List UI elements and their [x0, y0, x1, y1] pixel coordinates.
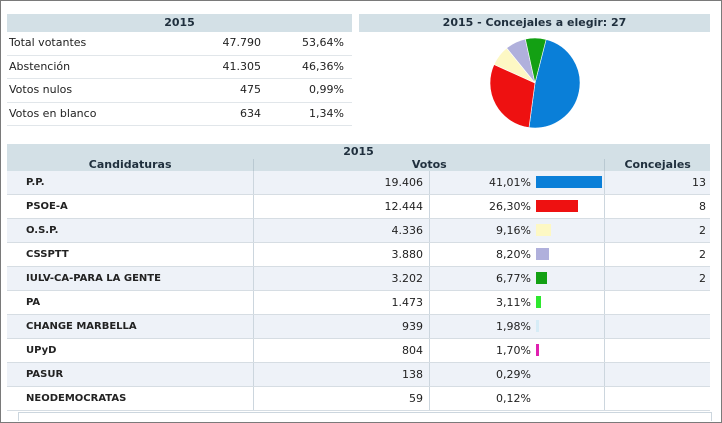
party-seats [605, 387, 710, 410]
seats-pie-chart [489, 37, 581, 129]
party-percent: 0,29% [496, 368, 531, 381]
summary-percent: 0,99% [309, 83, 344, 96]
party-vote-bar [536, 200, 578, 212]
summary-percent: 53,64% [302, 36, 344, 49]
party-vote-bar [536, 344, 539, 356]
party-bar-cell [535, 195, 605, 218]
party-name: PASUR [7, 363, 254, 386]
party-vote-bar [536, 248, 549, 260]
table-row: IULV-CA-PARA LA GENTE 3.202 6,77% 2 [7, 267, 710, 291]
party-name: NEODEMOCRATAS [7, 387, 254, 410]
seats-pie-panel: 2015 - Concejales a elegir: 27 [359, 14, 710, 129]
table-row: P.P. 19.406 41,01% 13 [7, 171, 710, 195]
party-name: CHANGE MARBELLA [7, 315, 254, 338]
summary-row: Votos nulos 475 0,99% [7, 79, 352, 103]
summary-percent: 1,34% [309, 106, 344, 120]
party-vote-bar [536, 296, 541, 308]
party-votes: 1.473 [254, 291, 430, 314]
party-bar-cell [535, 315, 605, 338]
party-votes: 4.336 [254, 219, 430, 242]
party-bar-cell [535, 267, 605, 290]
party-percent: 41,01% [489, 176, 531, 189]
party-seats: 13 [692, 176, 706, 189]
party-votes: 138 [254, 363, 430, 386]
table-row: UPyD 804 1,70% [7, 339, 710, 363]
summary-value: 634 [240, 106, 261, 120]
party-seats: 2 [699, 248, 706, 261]
party-name: CSSPTT [7, 243, 254, 266]
results-column-headers: Candidaturas Votos Concejales [7, 159, 710, 171]
party-percent: 3,11% [496, 296, 531, 309]
header-concejales: Concejales [624, 158, 691, 171]
party-bar-cell [535, 339, 605, 362]
party-votes: 939 [254, 315, 430, 338]
table-row: O.S.P. 4.336 9,16% 2 [7, 219, 710, 243]
party-name: PA [7, 291, 254, 314]
party-percent: 9,16% [496, 224, 531, 237]
party-name: IULV-CA-PARA LA GENTE [7, 267, 254, 290]
pie-header: 2015 - Concejales a elegir: 27 [359, 14, 710, 32]
party-seats: 2 [699, 224, 706, 237]
party-percent: 1,70% [496, 344, 531, 357]
summary-row: Abstención 41.305 46,36% [7, 56, 352, 79]
party-seats [605, 291, 710, 314]
party-vote-bar [536, 320, 539, 332]
summary-label: Total votantes [9, 36, 87, 49]
summary-value: 47.790 [222, 36, 262, 49]
party-percent: 0,12% [496, 392, 531, 405]
summary-row: Votos en blanco 634 1,34% [7, 103, 352, 126]
summary-percent: 46,36% [302, 59, 344, 73]
party-percent: 6,77% [496, 272, 531, 285]
results-title: 2015 [7, 144, 710, 159]
party-seats [605, 315, 710, 338]
table-footer [18, 412, 712, 421]
pie-slice [489, 64, 536, 128]
pie-slice [525, 37, 547, 84]
pie-slice [528, 39, 581, 129]
party-votes: 19.406 [254, 171, 430, 194]
party-percent: 8,20% [496, 248, 531, 261]
header-votos: Votos [254, 159, 606, 171]
summary-label: Votos nulos [9, 83, 73, 96]
party-name: UPyD [7, 339, 254, 362]
table-row: NEODEMOCRATAS 59 0,12% [7, 387, 710, 411]
results-table: 2015 Candidaturas Votos Concejales P.P. 1… [7, 144, 710, 411]
table-row: CSSPTT 3.880 8,20% 2 [7, 243, 710, 267]
table-row: CHANGE MARBELLA 939 1,98% [7, 315, 710, 339]
table-row: PASUR 138 0,29% [7, 363, 710, 387]
party-name: PSOE-A [7, 195, 254, 218]
party-votes: 59 [254, 387, 430, 410]
table-row: PA 1.473 3,11% [7, 291, 710, 315]
party-votes: 3.880 [254, 243, 430, 266]
party-name: O.S.P. [7, 219, 254, 242]
header-candidaturas: Candidaturas [7, 159, 255, 171]
party-vote-bar [536, 176, 602, 188]
summary-table: 2015 Total votantes 47.790 53,64% Absten… [7, 14, 352, 126]
party-percent: 1,98% [496, 320, 531, 333]
party-vote-bar [536, 272, 547, 284]
party-seats [605, 363, 710, 386]
summary-header: 2015 [7, 14, 352, 32]
party-seats [605, 339, 710, 362]
party-bar-cell [535, 219, 605, 242]
party-bar-cell [535, 171, 605, 194]
summary-value: 475 [240, 83, 261, 96]
summary-label: Abstención [9, 59, 71, 73]
party-seats: 2 [699, 272, 706, 285]
party-bar-cell [535, 243, 605, 266]
table-row: PSOE-A 12.444 26,30% 8 [7, 195, 710, 219]
party-percent: 26,30% [489, 200, 531, 213]
party-name: P.P. [7, 171, 254, 194]
summary-row: Total votantes 47.790 53,64% [7, 32, 352, 56]
party-bar-cell [535, 387, 605, 410]
party-votes: 3.202 [254, 267, 430, 290]
party-bar-cell [535, 291, 605, 314]
party-bar-cell [535, 363, 605, 386]
party-seats: 8 [699, 200, 706, 213]
summary-value: 41.305 [222, 59, 262, 73]
party-vote-bar [536, 224, 551, 236]
summary-label: Votos en blanco [9, 106, 97, 120]
party-votes: 804 [254, 339, 430, 362]
party-votes: 12.444 [254, 195, 430, 218]
